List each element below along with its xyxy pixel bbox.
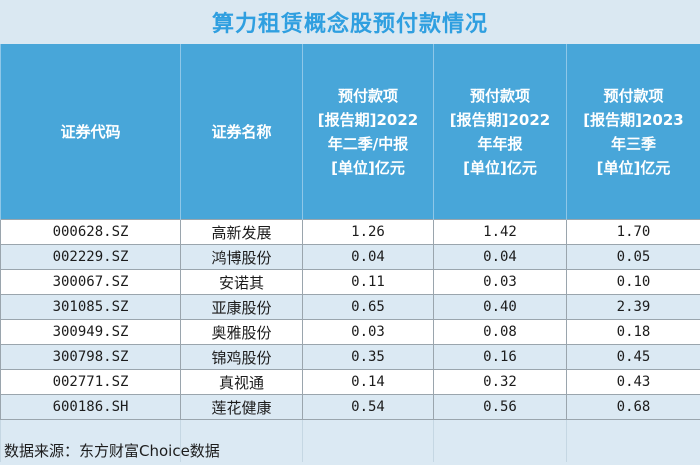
prepayment-2022-annual-cell: 0.08 [433, 319, 567, 345]
prepayment-2022-annual-cell: 1.42 [433, 219, 567, 245]
header-prepayment-2023-q3: 预付款项 [报告期]2023 年三季 [单位]亿元 [566, 44, 700, 220]
table-row: 000628.SZ 高新发展 1.26 1.42 1.70 [0, 219, 700, 245]
prepayment-2022-annual-cell: 0.16 [433, 344, 567, 370]
table-row: 002771.SZ 真视通 0.14 0.32 0.43 [0, 369, 700, 395]
security-code-cell: 301085.SZ [0, 294, 181, 320]
prepayment-2022-q2-cell: 0.14 [302, 369, 434, 395]
security-code-cell: 300067.SZ [0, 269, 181, 295]
prepayment-2022-annual-cell: 0.03 [433, 269, 567, 295]
table-title: 算力租赁概念股预付款情况 [0, 0, 700, 44]
header-line: 预付款项 [469, 86, 530, 105]
header-line: 预付款项 [603, 86, 664, 105]
prepayment-2023-q3-cell: 0.68 [566, 394, 700, 420]
security-code-cell: 002229.SZ [0, 244, 181, 270]
security-name-cell: 莲花健康 [180, 394, 303, 420]
security-name-cell: 奥雅股份 [180, 319, 303, 345]
prepayment-2023-q3-cell: 0.10 [566, 269, 700, 295]
header-line: [报告期]2023 [583, 110, 684, 129]
security-name-cell: 高新发展 [180, 219, 303, 245]
prepayment-2022-q2-cell: 0.65 [302, 294, 434, 320]
prepayment-2022-q2-cell: 0.35 [302, 344, 434, 370]
prepayment-2022-q2-cell: 0.11 [302, 269, 434, 295]
prepayment-2023-q3-cell: 1.70 [566, 219, 700, 245]
table-row: 300949.SZ 奥雅股份 0.03 0.08 0.18 [0, 319, 700, 345]
security-code-cell: 002771.SZ [0, 369, 181, 395]
header-line: 年二季/中报 [327, 134, 409, 153]
prepayment-2022-q2-cell: 0.04 [302, 244, 434, 270]
prepayment-2022-q2-cell: 0.54 [302, 394, 434, 420]
footer-cell [0, 419, 181, 462]
header-prepayment-2022-annual: 预付款项 [报告期]2022 年年报 [单位]亿元 [433, 44, 567, 220]
security-code-cell: 300949.SZ [0, 319, 181, 345]
prepayment-2022-q2-cell: 0.03 [302, 319, 434, 345]
header-prepayment-2022-q2: 预付款项 [报告期]2022 年二季/中报 [单位]亿元 [302, 44, 434, 220]
header-line: 年三季 [610, 134, 656, 153]
prepayment-2023-q3-cell: 0.45 [566, 344, 700, 370]
header-line: [报告期]2022 [449, 110, 551, 129]
prepayment-2022-annual-cell: 0.40 [433, 294, 567, 320]
security-code-cell: 600186.SH [0, 394, 181, 420]
prepayment-table: 证券代码 证券名称 预付款项 [报告期]2022 年二季/中报 [单位]亿元 预… [0, 44, 700, 462]
footer-cell [180, 419, 303, 462]
table-row: 002229.SZ 鸿博股份 0.04 0.04 0.05 [0, 244, 700, 270]
prepayment-2022-annual-cell: 0.56 [433, 394, 567, 420]
header-line: [单位]亿元 [463, 158, 537, 177]
security-name-cell: 安诺其 [180, 269, 303, 295]
prepayment-2023-q3-cell: 0.05 [566, 244, 700, 270]
header-security-name: 证券名称 [180, 44, 303, 220]
security-name-cell: 锦鸡股份 [180, 344, 303, 370]
security-name-cell: 鸿博股份 [180, 244, 303, 270]
header-line: [单位]亿元 [596, 158, 671, 177]
table-row: 300798.SZ 锦鸡股份 0.35 0.16 0.45 [0, 344, 700, 370]
footer-cell [433, 419, 567, 462]
data-source-note: 数据来源：东方财富Choice数据 [4, 442, 220, 460]
prepayment-2023-q3-cell: 2.39 [566, 294, 700, 320]
prepayment-2022-annual-cell: 0.04 [433, 244, 567, 270]
table-row: 300067.SZ 安诺其 0.11 0.03 0.10 [0, 269, 700, 295]
header-line: 预付款项 [337, 86, 398, 105]
footer-spacer-row [0, 419, 700, 462]
header-line: 年年报 [477, 134, 523, 153]
security-code-cell: 300798.SZ [0, 344, 181, 370]
footer-cell [566, 419, 700, 462]
footer-cell [302, 419, 434, 462]
security-code-cell: 000628.SZ [0, 219, 181, 245]
prepayment-2023-q3-cell: 0.43 [566, 369, 700, 395]
security-name-cell: 真视通 [180, 369, 303, 395]
header-line: [单位]亿元 [331, 158, 405, 177]
security-name-cell: 亚康股份 [180, 294, 303, 320]
table-row: 600186.SH 莲花健康 0.54 0.56 0.68 [0, 394, 700, 420]
prepayment-2022-q2-cell: 1.26 [302, 219, 434, 245]
header-row: 证券代码 证券名称 预付款项 [报告期]2022 年二季/中报 [单位]亿元 预… [0, 44, 700, 220]
header-security-code: 证券代码 [0, 44, 181, 220]
prepayment-2022-annual-cell: 0.32 [433, 369, 567, 395]
prepayment-2023-q3-cell: 0.18 [566, 319, 700, 345]
table-row: 301085.SZ 亚康股份 0.65 0.40 2.39 [0, 294, 700, 320]
header-line: [报告期]2022 [317, 110, 419, 129]
